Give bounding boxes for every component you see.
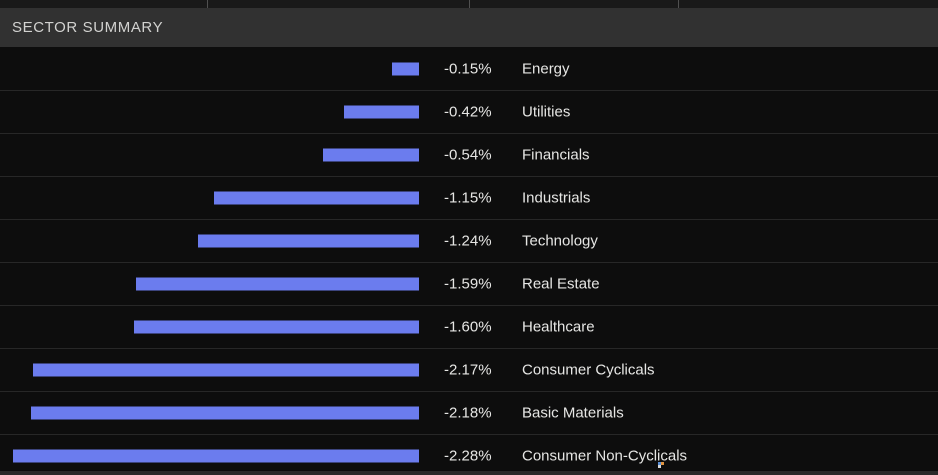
sector-label: Energy xyxy=(522,60,570,77)
sector-row[interactable]: -1.15% Industrials xyxy=(0,176,938,219)
sector-bar xyxy=(214,191,419,205)
sector-change-value: -2.18% xyxy=(444,404,492,422)
sector-change-value: -1.59% xyxy=(444,275,492,293)
sector-change-value: -1.24% xyxy=(444,232,492,250)
sector-label: Utilities xyxy=(522,103,571,121)
sector-change-value: -2.17% xyxy=(444,361,492,379)
sector-change-value: -1.60% xyxy=(444,318,492,336)
sector-change-value: -0.42% xyxy=(444,103,492,121)
sector-bar xyxy=(323,148,419,162)
sector-bar xyxy=(344,105,419,119)
sector-bar xyxy=(13,449,419,463)
sector-label: Consumer Cyclicals xyxy=(522,361,655,379)
sector-row[interactable]: -2.18% Basic Materials xyxy=(0,391,938,434)
screen-artifact xyxy=(658,462,664,468)
sector-row[interactable]: -1.59% Real Estate xyxy=(0,262,938,305)
sector-bar xyxy=(134,320,419,334)
sector-bar xyxy=(33,363,419,377)
sector-row[interactable]: -1.60% Healthcare xyxy=(0,305,938,348)
sector-label: Technology xyxy=(522,232,598,250)
sector-change-value: -0.15% xyxy=(444,60,492,77)
sector-label: Real Estate xyxy=(522,275,600,293)
sector-label: Basic Materials xyxy=(522,404,624,422)
sector-row[interactable]: -0.42% Utilities xyxy=(0,90,938,133)
top-table-edge xyxy=(0,0,938,8)
column-divider xyxy=(678,0,679,8)
sector-row[interactable]: -0.15% Energy xyxy=(0,47,938,90)
sector-row[interactable]: -2.28% Consumer Non-Cyclicals xyxy=(0,434,938,475)
sector-row[interactable]: -2.17% Consumer Cyclicals xyxy=(0,348,938,391)
sector-label: Financials xyxy=(522,146,590,164)
sector-bar xyxy=(31,406,419,420)
sector-label: Consumer Non-Cyclicals xyxy=(522,447,688,465)
panel-title: SECTOR SUMMARY xyxy=(12,19,164,36)
sector-row[interactable]: -1.24% Technology xyxy=(0,219,938,262)
sector-change-value: -1.15% xyxy=(444,189,492,207)
panel-header: SECTOR SUMMARY xyxy=(0,8,938,47)
sector-row[interactable]: -0.54% Financials xyxy=(0,133,938,176)
column-divider xyxy=(207,0,208,8)
sector-rows: -0.15% Energy -0.42% Utilities -0.54% Fi… xyxy=(0,47,938,475)
sector-label: Healthcare xyxy=(522,318,595,336)
next-section-edge xyxy=(0,471,938,475)
column-divider xyxy=(469,0,470,8)
sector-bar xyxy=(392,62,419,75)
sector-change-value: -2.28% xyxy=(444,447,492,465)
sector-bar xyxy=(198,234,419,248)
sector-bar xyxy=(136,277,419,291)
sector-label: Industrials xyxy=(522,189,591,207)
sector-change-value: -0.54% xyxy=(444,146,492,164)
